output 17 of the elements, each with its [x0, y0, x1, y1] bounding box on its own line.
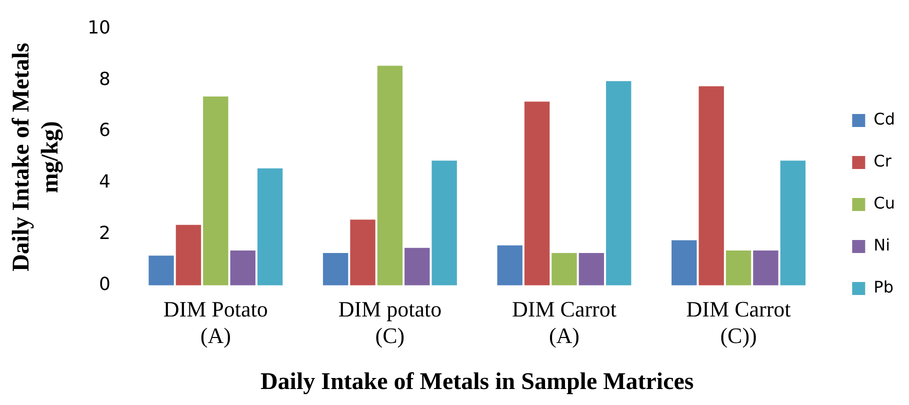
legend-label: Ni	[874, 236, 890, 255]
x-tick-label: DIM Potato (A)	[163, 296, 268, 348]
x-tick-label: DIM Carrot (C))	[686, 296, 791, 348]
y-tick-label: 6	[99, 120, 111, 142]
legend-label: Cd	[874, 110, 895, 129]
y-tick-label: 0	[99, 274, 111, 296]
y-axis-title: Daily Intake of Metals mg/kg)	[8, 42, 64, 272]
y-tick-label: 10	[88, 17, 111, 38]
legend-label: Pb	[874, 278, 894, 297]
legend-label: Cr	[874, 152, 892, 171]
x-tick-label: DIM Carrot (A)	[512, 296, 616, 348]
y-tick-label: 8	[99, 68, 111, 90]
x-tick-label: DIM potato (C)	[338, 296, 442, 348]
y-tick-label: 4	[99, 171, 111, 192]
y-tick-label: 2	[99, 222, 111, 244]
legend-label: Cu	[874, 194, 895, 213]
x-axis-title: Daily Intake of Metals in Sample Matrices	[260, 368, 694, 395]
